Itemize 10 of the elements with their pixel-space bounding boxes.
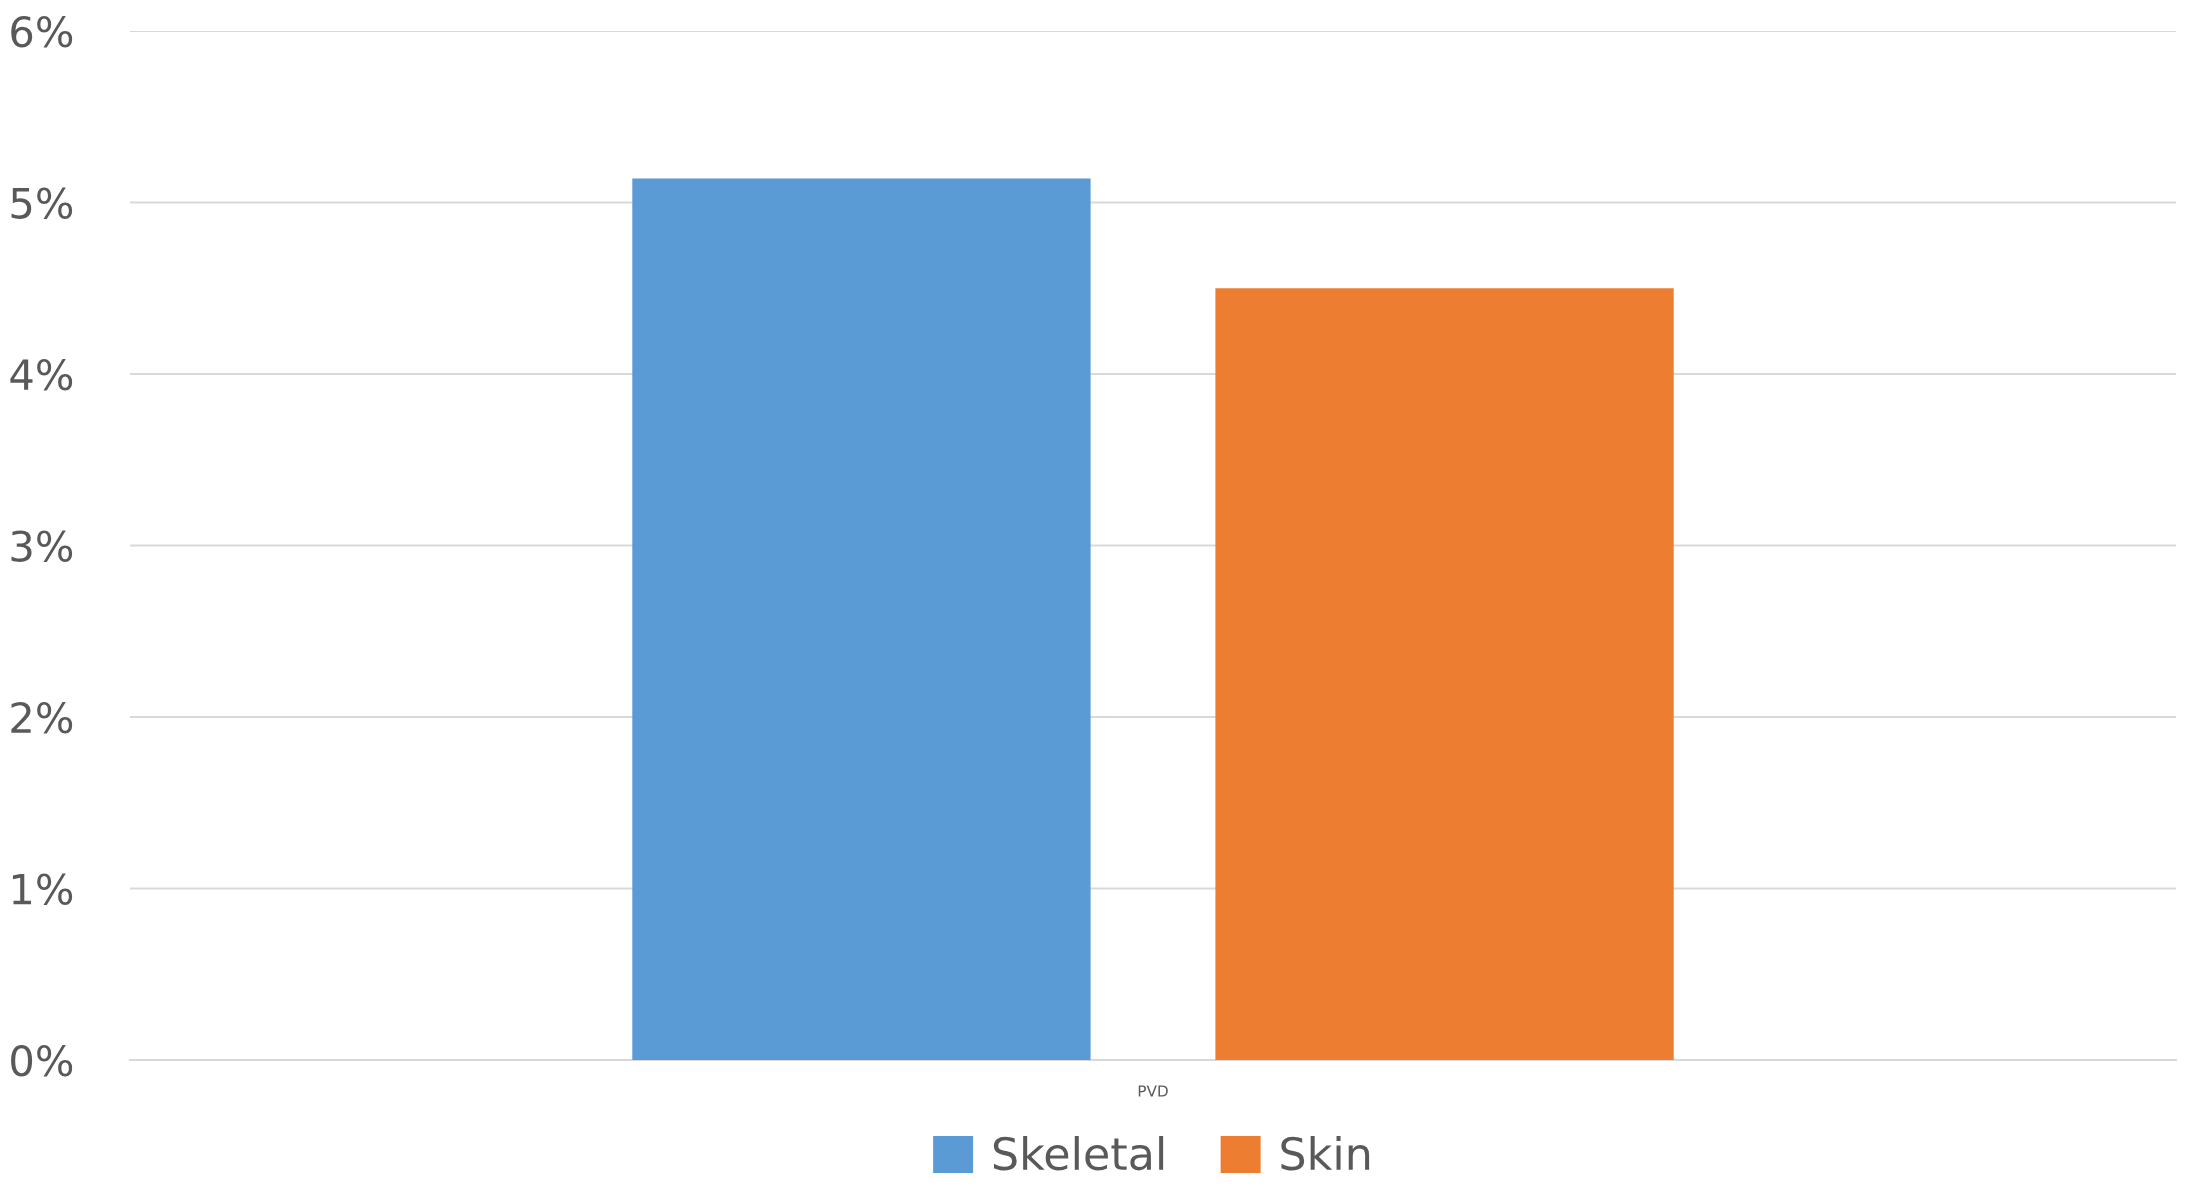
- y-tick-label: 3%: [11, 530, 73, 562]
- y-tick-label: 2%: [11, 701, 73, 734]
- y-tick-label: 0%: [11, 1044, 73, 1077]
- legend-label: Skin: [1281, 1136, 1370, 1171]
- y-tick-label: 1%: [12, 873, 73, 905]
- y-tick-label: 6%: [11, 15, 73, 48]
- y-tick-label: 5%: [11, 187, 73, 219]
- x-tick-label: PVD: [1138, 1085, 1168, 1097]
- y-tick-label: 4%: [10, 358, 73, 391]
- legend-label: Skeletal: [993, 1136, 1164, 1171]
